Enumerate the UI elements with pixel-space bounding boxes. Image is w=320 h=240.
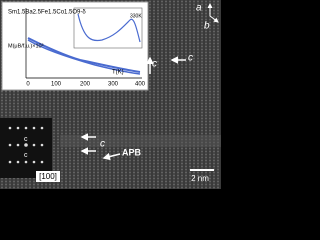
fft-inset: c c [100] [0,118,60,182]
axis-b: b [204,21,210,32]
label-c: c [188,53,193,64]
label-c: c [100,139,105,150]
zone-axis: [100] [39,172,57,181]
formula: Sm1.5Ba2.5Fe1.5Co1.5O9-δ [8,10,86,16]
arrow [102,152,121,161]
magnetization-inset: 330K Sm1.5Ba2.5Fe1.5Co1.5O9-δ M(μB/f.u.)… [1,1,149,91]
x-tick-label: 100 [51,82,62,88]
figure: c c [100] 330K Sm1.5Ba2.5Fe1.5Co1.5O9-δ … [0,0,221,189]
x-tick-label: 400 [135,82,146,88]
x-tick-label: 0 [26,82,30,88]
x-tick-label: 200 [80,82,91,88]
y-label: M(μB/f.u.)×10³ [8,43,44,49]
apb-band [60,135,221,147]
inner-label: 330K [130,13,142,19]
fft-label: c [24,152,28,159]
fft-label: c [24,136,28,143]
label-c: c [152,59,157,70]
label-apb: APB [122,147,142,157]
x-label: T(K) [112,70,124,76]
orientation: a b [196,3,219,32]
scale-label: 2 nm [191,174,209,183]
x-tick-label: 300 [108,82,119,88]
axis-a: a [196,3,202,14]
